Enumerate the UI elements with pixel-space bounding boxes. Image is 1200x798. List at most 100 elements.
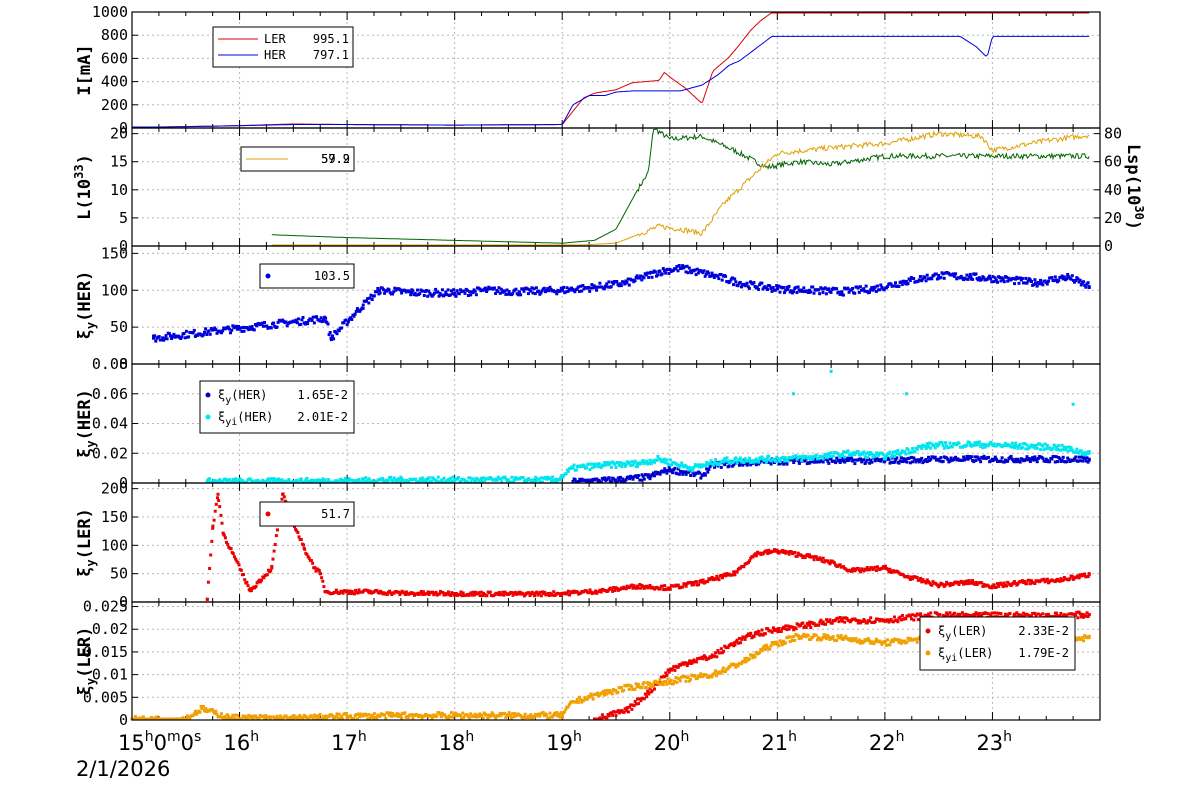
data-point [604, 284, 607, 288]
data-point [921, 277, 925, 281]
data-point [398, 593, 402, 597]
data-point [559, 286, 563, 290]
legend-marker [925, 628, 931, 634]
data-point [545, 713, 549, 717]
data-point [993, 455, 997, 459]
data-point [625, 281, 629, 285]
data-point [717, 277, 721, 281]
data-point [375, 716, 379, 720]
data-point [927, 455, 930, 459]
legend-box [259, 501, 355, 527]
data-point [273, 478, 277, 482]
data-point [757, 460, 761, 464]
data-point [752, 281, 756, 285]
data-point [988, 442, 992, 446]
data-point [1062, 275, 1066, 279]
data-point [977, 440, 981, 444]
y-tick-label: 0 [119, 474, 128, 492]
data-point [496, 593, 500, 596]
data-point [623, 282, 627, 286]
data-point [933, 455, 937, 459]
data-point [756, 632, 759, 636]
data-point [851, 637, 854, 641]
data-point [962, 455, 966, 459]
data-point [875, 284, 879, 288]
y-tick-label: 0.04 [92, 415, 128, 433]
data-point [418, 591, 422, 595]
data-point [777, 284, 781, 288]
data-point [163, 337, 167, 340]
data-point [1034, 613, 1038, 617]
data-point [547, 594, 551, 597]
data-point [335, 712, 339, 716]
data-point [732, 283, 735, 287]
data-point [1002, 460, 1006, 464]
data-point [449, 594, 453, 597]
data-point [349, 592, 353, 596]
data-point [681, 264, 685, 268]
data-point [1067, 612, 1071, 616]
data-point [683, 582, 687, 586]
data-point [885, 643, 888, 647]
data-point [1074, 613, 1078, 617]
data-point [465, 288, 469, 292]
data-point [507, 711, 511, 715]
data-point [542, 714, 546, 718]
data-point [206, 580, 210, 584]
data-point [523, 478, 527, 482]
data-point [766, 627, 770, 631]
data-point [473, 712, 477, 716]
legend-marker [265, 273, 271, 279]
data-point [701, 578, 705, 582]
data-point [686, 271, 690, 275]
data-point [865, 456, 869, 460]
data-point [845, 459, 849, 463]
data-point [606, 688, 610, 692]
data-point [439, 480, 442, 484]
data-point [630, 707, 634, 711]
data-point [1070, 574, 1074, 578]
data-point [700, 655, 704, 659]
data-point [1032, 458, 1036, 462]
data-point [1024, 458, 1028, 461]
data-point [929, 457, 933, 461]
data-point [774, 459, 778, 463]
data-point [980, 613, 984, 617]
data-point [317, 569, 321, 573]
data-point [1020, 277, 1024, 280]
data-point [309, 559, 313, 562]
data-point [837, 290, 841, 294]
data-point [410, 713, 414, 717]
data-point [1080, 636, 1084, 640]
y2-tick-label: 40 [1104, 181, 1122, 199]
data-point [1062, 576, 1066, 579]
data-point [811, 555, 815, 559]
data-point [873, 565, 877, 569]
data-point [451, 292, 455, 296]
data-point [771, 642, 775, 646]
data-point [314, 569, 318, 573]
data-point [211, 480, 215, 484]
data-point [1084, 614, 1088, 618]
data-point [946, 457, 950, 461]
data-point [546, 592, 550, 595]
data-point [689, 466, 693, 470]
data-point [960, 611, 964, 615]
data-point [231, 552, 235, 556]
y-tick-label: 800 [101, 26, 128, 44]
y2-axis-label: Lsp(1030) [1123, 144, 1146, 230]
data-point [982, 583, 986, 586]
data-point [879, 459, 883, 463]
data-point [169, 334, 172, 338]
data-point [1039, 448, 1043, 452]
data-point [409, 293, 413, 297]
series-points-1 [593, 610, 1091, 721]
data-point [440, 478, 444, 482]
data-point [1015, 460, 1019, 464]
data-point [435, 714, 439, 718]
data-point [727, 464, 731, 468]
data-point [711, 463, 715, 467]
data-point [587, 462, 591, 466]
